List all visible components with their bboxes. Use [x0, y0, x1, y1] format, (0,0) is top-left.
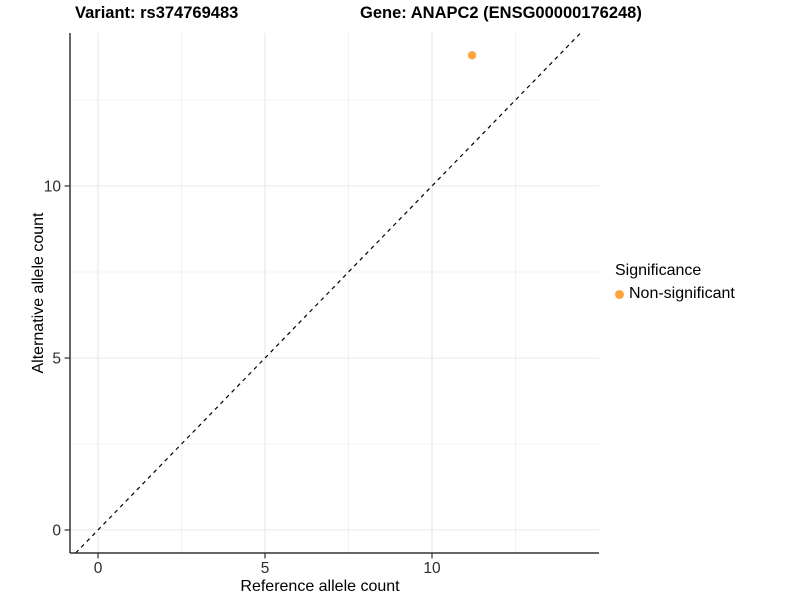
x-tick-label: 5	[261, 560, 270, 577]
legend: Significance Non-significant	[615, 262, 735, 303]
minor-gridlines	[70, 33, 599, 553]
identity-reference-line	[75, 32, 582, 554]
x-axis-title: Reference allele count	[240, 578, 400, 595]
y-tick-label: 5	[52, 351, 61, 368]
series-non-significant	[467, 51, 477, 60]
legend-title: Significance	[615, 262, 702, 279]
y-tick-label: 0	[52, 523, 61, 540]
plot-title-variant: Variant: rs374769483	[75, 4, 239, 22]
y-axis-title: Alternative allele count	[30, 212, 47, 374]
plot-title-gene: Gene: ANAPC2 (ENSG00000176248)	[360, 4, 642, 22]
tick-labels: 0 5 10 0 5 10	[44, 179, 441, 578]
data-point	[467, 51, 477, 60]
legend-key-dot-icon	[615, 289, 624, 299]
legend-item-label: Non-significant	[629, 285, 735, 302]
x-tick-label: 10	[423, 560, 441, 577]
y-tick-label: 10	[44, 179, 62, 196]
x-tick-label: 0	[94, 560, 103, 577]
legend-item-non-significant: Non-significant	[615, 285, 735, 303]
tick-marks	[64, 185, 433, 559]
axis-lines	[69, 33, 599, 554]
major-gridlines	[70, 33, 599, 553]
